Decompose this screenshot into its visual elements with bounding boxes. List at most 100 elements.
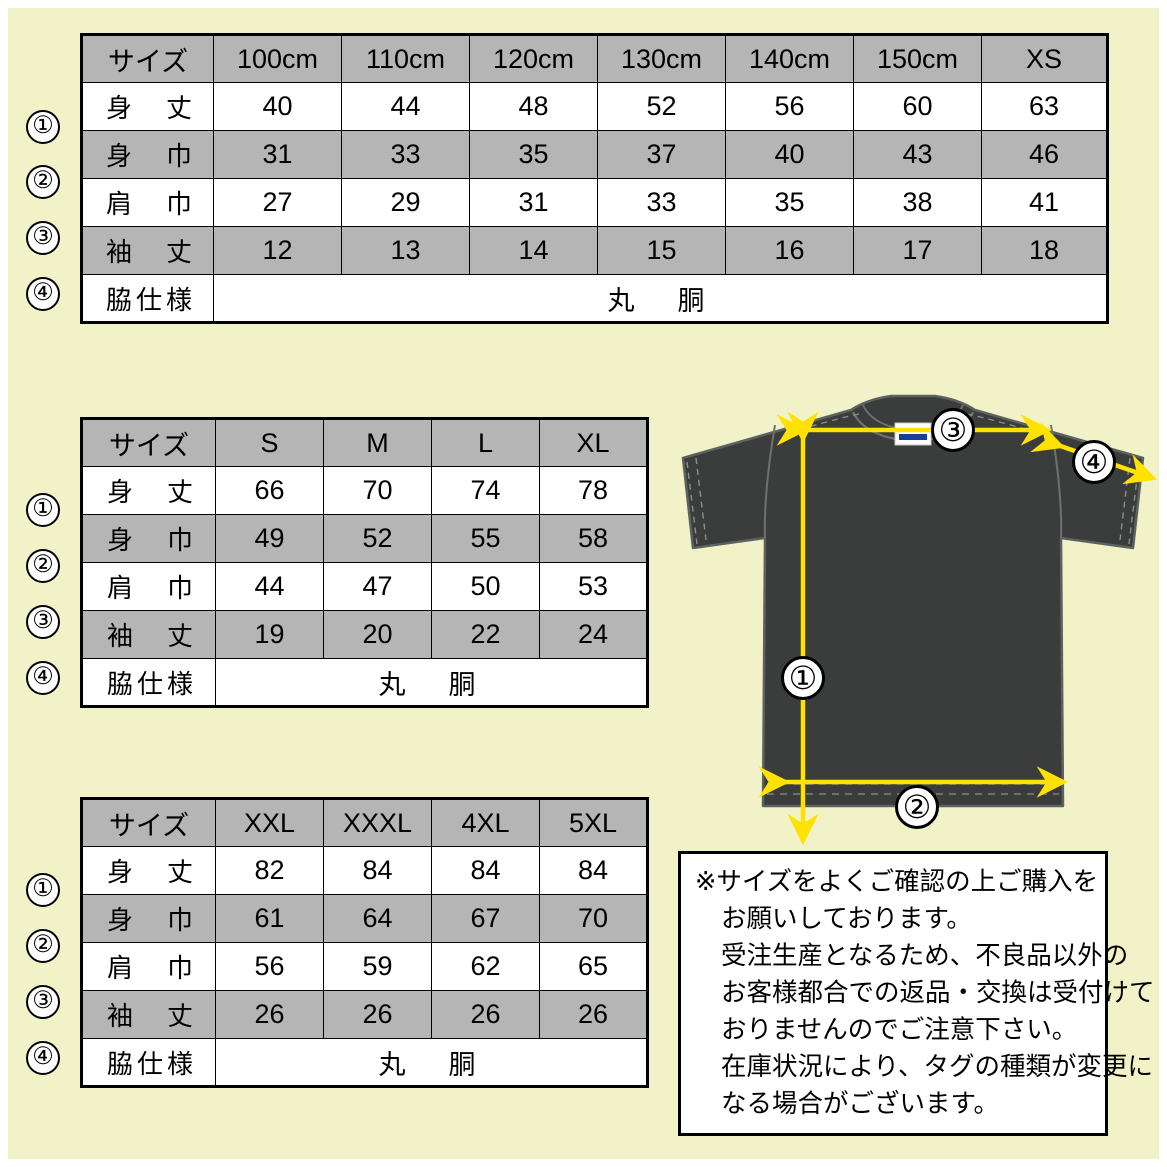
diagram-marker-2: ②	[895, 785, 939, 829]
data-cell: 55	[431, 514, 540, 563]
data-cell: 84	[323, 846, 432, 895]
row-label: 袖 丈	[81, 990, 216, 1039]
data-cell: 31	[213, 130, 342, 179]
data-cell: 35	[469, 130, 598, 179]
spec-row: 脇仕様 丸 胴	[81, 1038, 648, 1087]
row-marker-2-t2: ②	[26, 549, 60, 583]
data-cell: 53	[539, 562, 648, 611]
table-row: 肩 巾 27 29 31 33 35 38 41	[81, 178, 1108, 227]
data-cell: 62	[431, 942, 540, 991]
data-cell: 52	[597, 82, 726, 131]
data-cell: 17	[853, 226, 982, 275]
data-cell: 46	[981, 130, 1108, 179]
header-cell: 120cm	[469, 34, 598, 83]
spec-row: 脇仕様 丸 胴	[81, 274, 1108, 323]
data-cell: 84	[539, 846, 648, 895]
row-label: 袖 丈	[81, 226, 214, 275]
header-cell: 150cm	[853, 34, 982, 83]
row-label: 身 丈	[81, 466, 216, 515]
note-line: お客様都合での返品・交換は受付けて	[721, 979, 1155, 1007]
header-cell: XXL	[215, 798, 324, 847]
row-label: 身 巾	[81, 894, 216, 943]
data-cell: 66	[215, 466, 324, 515]
data-cell: 63	[981, 82, 1108, 131]
data-cell: 56	[215, 942, 324, 991]
data-cell: 26	[323, 990, 432, 1039]
note-line: お願いしております。	[721, 905, 972, 933]
data-cell: 50	[431, 562, 540, 611]
table-row: 身 巾 61 64 67 70	[81, 894, 648, 943]
data-cell: 38	[853, 178, 982, 227]
data-cell: 64	[323, 894, 432, 943]
data-cell: 14	[469, 226, 598, 275]
data-cell: 52	[323, 514, 432, 563]
data-cell: 18	[981, 226, 1108, 275]
data-cell: 40	[213, 82, 342, 131]
row-marker-1-t1: ①	[26, 110, 60, 144]
data-cell: 15	[597, 226, 726, 275]
data-cell: 48	[469, 82, 598, 131]
data-cell: 43	[853, 130, 982, 179]
row-marker-3-t3: ③	[26, 985, 60, 1019]
data-cell: 24	[539, 610, 648, 659]
header-cell: 110cm	[341, 34, 470, 83]
data-cell: 60	[853, 82, 982, 131]
row-label: 袖 丈	[81, 610, 216, 659]
row-marker-2-t3: ②	[26, 929, 60, 963]
note-line: なる場合がございます。	[721, 1090, 999, 1118]
data-cell: 20	[323, 610, 432, 659]
tshirt-measurement-diagram: ① ② ③ ④	[663, 388, 1163, 848]
data-cell: 16	[725, 226, 854, 275]
data-cell: 13	[341, 226, 470, 275]
data-cell: 47	[323, 562, 432, 611]
row-label: 肩 巾	[81, 562, 216, 611]
row-marker-2-t1: ②	[26, 165, 60, 199]
header-cell: 130cm	[597, 34, 726, 83]
spec-label: 脇仕様	[81, 1038, 216, 1087]
data-cell: 41	[981, 178, 1108, 227]
table-row: 袖 丈 12 13 14 15 16 17 18	[81, 226, 1108, 275]
data-cell: 84	[431, 846, 540, 895]
header-cell: 5XL	[539, 798, 648, 847]
row-label: 身 巾	[81, 130, 214, 179]
spec-row: 脇仕様 丸 胴	[81, 658, 648, 707]
header-cell: サイズ	[81, 798, 216, 847]
table-row: 袖 丈 26 26 26 26	[81, 990, 648, 1039]
table-header-row: サイズ 100cm 110cm 120cm 130cm 140cm 150cm …	[81, 34, 1108, 83]
data-cell: 33	[341, 130, 470, 179]
row-label: 身 巾	[81, 514, 216, 563]
note-line: 受注生産となるため、不良品以外の	[721, 942, 1129, 970]
row-label: 肩 巾	[81, 942, 216, 991]
data-cell: 74	[431, 466, 540, 515]
table-row: 身 丈 40 44 48 52 56 60 63	[81, 82, 1108, 131]
spec-label: 脇仕様	[81, 274, 214, 323]
data-cell: 33	[597, 178, 726, 227]
data-cell: 65	[539, 942, 648, 991]
row-marker-3-t2: ③	[26, 605, 60, 639]
large-size-table: サイズ XXL XXXL 4XL 5XL 身 丈 82 84 84 84 身 巾…	[80, 797, 649, 1088]
data-cell: 26	[539, 990, 648, 1039]
data-cell: 31	[469, 178, 598, 227]
table-row: 身 巾 49 52 55 58	[81, 514, 648, 563]
data-cell: 40	[725, 130, 854, 179]
table-header-row: サイズ XXL XXXL 4XL 5XL	[81, 798, 648, 847]
diagram-marker-3: ③	[931, 408, 975, 452]
data-cell: 35	[725, 178, 854, 227]
row-marker-1-t2: ①	[26, 493, 60, 527]
spec-label: 脇仕様	[81, 658, 216, 707]
data-cell: 29	[341, 178, 470, 227]
header-cell: M	[323, 418, 432, 467]
row-marker-4-t1: ④	[26, 277, 60, 311]
diagram-marker-4: ④	[1072, 440, 1116, 484]
header-cell: L	[431, 418, 540, 467]
row-label: 身 丈	[81, 846, 216, 895]
data-cell: 37	[597, 130, 726, 179]
data-cell: 22	[431, 610, 540, 659]
data-cell: 44	[215, 562, 324, 611]
data-cell: 61	[215, 894, 324, 943]
data-cell: 26	[215, 990, 324, 1039]
spec-value: 丸 胴	[213, 274, 1108, 323]
data-cell: 27	[213, 178, 342, 227]
header-cell: XXXL	[323, 798, 432, 847]
data-cell: 59	[323, 942, 432, 991]
